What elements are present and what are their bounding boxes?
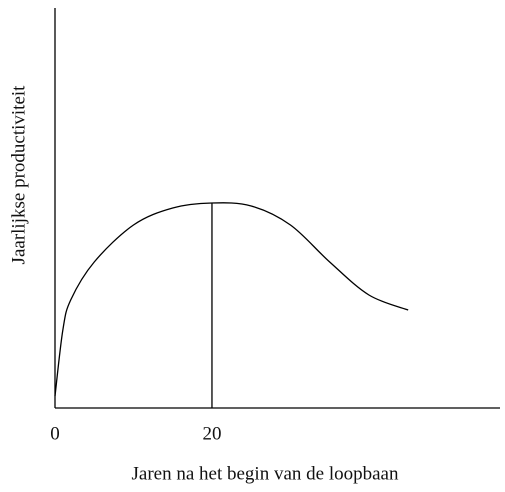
x-tick-label: 0 — [50, 423, 60, 444]
x-axis-label: Jaren na het begin van de loopbaan — [132, 463, 399, 484]
x-tick-label: 20 — [202, 423, 221, 444]
line-series — [54, 202, 409, 397]
y-axis-label: Jaarlijkse productiviteit — [8, 85, 29, 265]
